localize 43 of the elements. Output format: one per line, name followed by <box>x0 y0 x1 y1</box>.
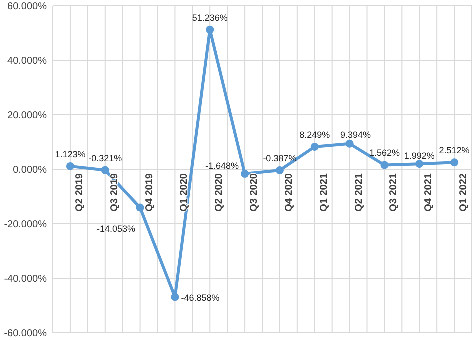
text: 51.236% <box>192 12 228 23</box>
text: -0.321% <box>88 153 122 164</box>
y-tick-label: 40.000% <box>8 56 48 67</box>
text: -14.053% <box>97 224 136 234</box>
y-tick-label: -40.000% <box>4 274 48 285</box>
text: -0.387% <box>263 154 297 164</box>
x-tick-label: Q4 2021 <box>424 173 435 212</box>
x-tick-label: Q2 2020 <box>214 173 226 212</box>
point <box>66 162 74 170</box>
text: 8.249% <box>300 130 330 140</box>
y-tick-label: -60.000% <box>4 328 48 340</box>
x-tick-label: Q4 2020 <box>284 173 295 212</box>
text: 9.394% <box>340 130 372 140</box>
point <box>136 204 144 212</box>
y-tick-label: -20.000% <box>4 220 48 230</box>
x-tick-label: Q3 2021 <box>388 173 400 212</box>
y-tick-label: 20.000% <box>8 110 48 122</box>
text: -1.648% <box>206 160 240 171</box>
x-tick-label: Q4 2019 <box>144 173 156 212</box>
text: 1.562% <box>369 148 400 158</box>
x-tick-label: Q2 2019 <box>74 173 86 212</box>
point <box>310 143 319 152</box>
text: 2.512% <box>439 146 470 156</box>
point <box>416 160 424 168</box>
y-tick-label: 0.000% <box>13 165 48 176</box>
point <box>346 140 354 148</box>
point <box>380 161 389 170</box>
y-tick-label: 60.000% <box>8 2 48 12</box>
text: -46.858% <box>181 293 220 304</box>
x-tick-label: Q1 2022 <box>458 173 470 212</box>
point <box>206 26 214 34</box>
x-tick-label: Q2 2021 <box>354 173 365 212</box>
point <box>450 158 459 167</box>
x-tick-label: Q1 2020 <box>179 173 190 212</box>
point <box>241 170 250 178</box>
point <box>101 166 110 174</box>
text: 1.123% <box>55 149 86 160</box>
x-tick-label: Q3 2019 <box>109 173 120 212</box>
point <box>276 166 284 175</box>
x-tick-label: Q1 2021 <box>318 173 330 212</box>
x-tick-label: Q3 2020 <box>249 173 260 212</box>
text: 1.992% <box>404 151 435 162</box>
point <box>171 293 180 302</box>
